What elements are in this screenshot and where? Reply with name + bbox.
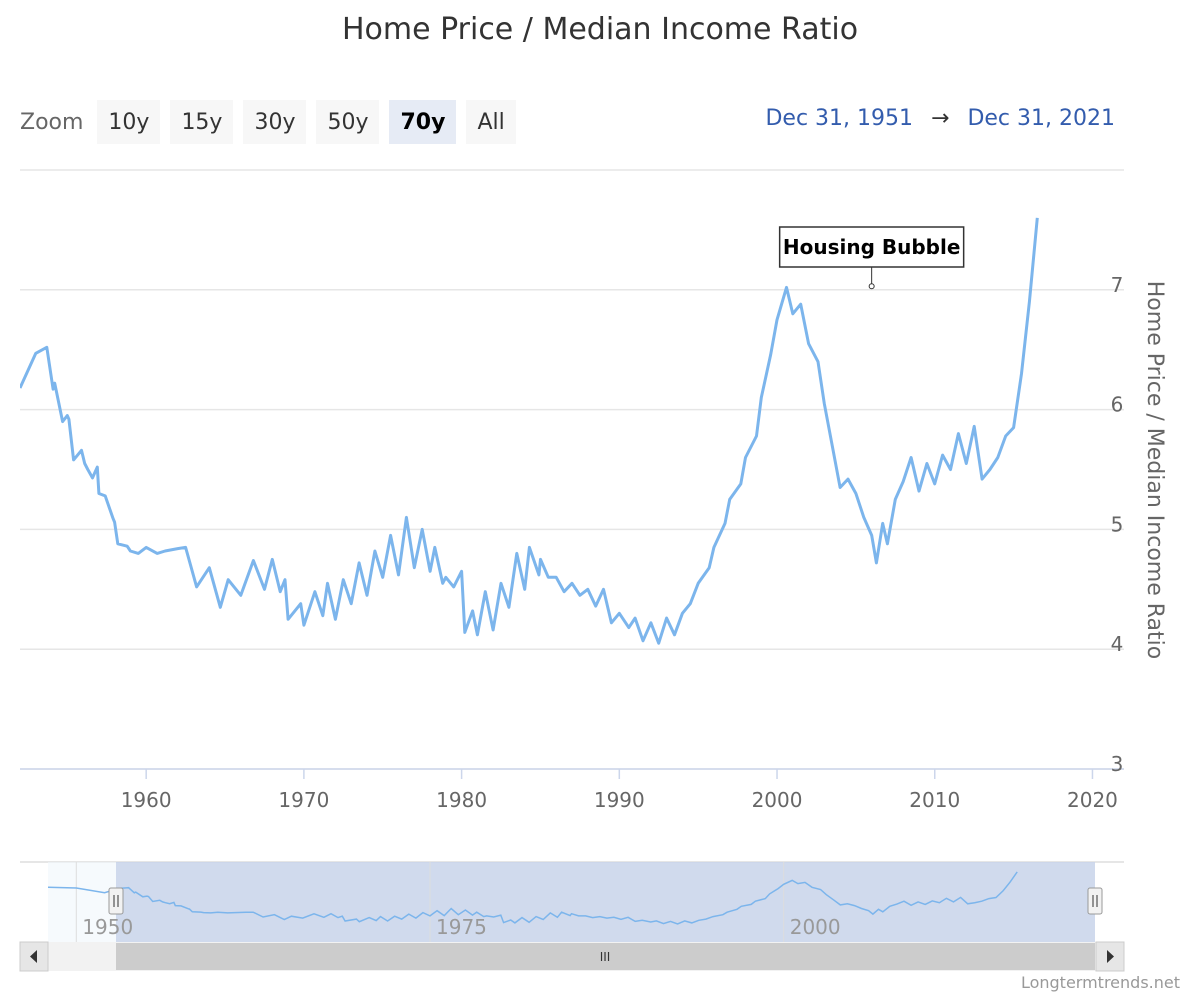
range-arrow: → [931, 106, 950, 131]
chart-title: Home Price / Median Income Ratio [341, 12, 859, 47]
navigator-grid [75, 862, 785, 942]
x-tick-label-1980: 1980 [436, 788, 487, 812]
scrollbar-thumb[interactable] [116, 943, 1095, 970]
zoom-label: Zoom [20, 109, 84, 135]
annotation-box [778, 226, 965, 268]
x-tick-label-1970: 1970 [278, 788, 329, 812]
scrollbar-grip: III [600, 950, 611, 964]
navigator-outside-left [48, 862, 116, 942]
scroll-right-icon [1107, 950, 1114, 963]
grid-layer [20, 169, 1124, 770]
series-line [20, 217, 1039, 645]
navigator-left-handle[interactable] [108, 887, 124, 915]
zoom-10y-button[interactable]: 10y [97, 100, 161, 144]
annotation-point [868, 283, 875, 290]
range-from-date[interactable]: Dec 31, 1951 [765, 106, 914, 131]
x-tick-label-2020: 2020 [1067, 788, 1118, 812]
navigator-right-handle[interactable] [1087, 887, 1103, 915]
y-axis-label: Home Price / Median Income Ratio [1142, 281, 1167, 659]
x-tick-label-2000: 2000 [752, 788, 803, 812]
annotation-label: Housing Bubble [783, 235, 961, 259]
housing-bubble-annotation: Housing Bubble [778, 226, 965, 290]
x-tick-label-1990: 1990 [594, 788, 645, 812]
navigator-selection[interactable] [116, 862, 1095, 942]
navigator[interactable]: 1950 1975 2000 III [19, 861, 1125, 972]
x-tick-label-2010: 2010 [909, 788, 960, 812]
range-to-date[interactable]: Dec 31, 2021 [967, 106, 1115, 131]
y-tick-label-5: 5 [1111, 512, 1124, 536]
scroll-left-icon [30, 950, 37, 963]
navigator-labels: 1950 1975 2000 [82, 915, 840, 939]
navigator-label-2000: 2000 [790, 915, 841, 939]
zoom-all-button[interactable]: All [466, 100, 516, 144]
y-tick-label-3: 3 [1111, 752, 1124, 776]
y-tick-label-6: 6 [1111, 393, 1124, 417]
zoom-30y-button[interactable]: 30y [243, 100, 307, 144]
credits-link[interactable]: Longtermtrends.net [1020, 973, 1180, 992]
y-tick-label-4: 4 [1111, 632, 1124, 656]
x-axis: 1960 1970 1980 1990 2000 2010 2020 [121, 769, 1118, 812]
y-axis: 3 4 5 6 7 [1111, 273, 1124, 776]
zoom-controls: Zoom 10y 15y 30y 50y 70y All [20, 100, 526, 144]
zoom-15y-button[interactable]: 15y [170, 100, 234, 144]
navigator-label-1975: 1975 [436, 915, 487, 939]
zoom-50y-button[interactable]: 50y [316, 100, 380, 144]
zoom-70y-button[interactable]: 70y [389, 100, 457, 144]
navigator-label-1950: 1950 [82, 915, 133, 939]
x-tick-label-1960: 1960 [121, 788, 172, 812]
navigator-series-line [47, 871, 1018, 925]
date-range: Dec 31, 1951 → Dec 31, 2021 [765, 106, 1115, 131]
y-tick-label-7: 7 [1111, 273, 1124, 297]
